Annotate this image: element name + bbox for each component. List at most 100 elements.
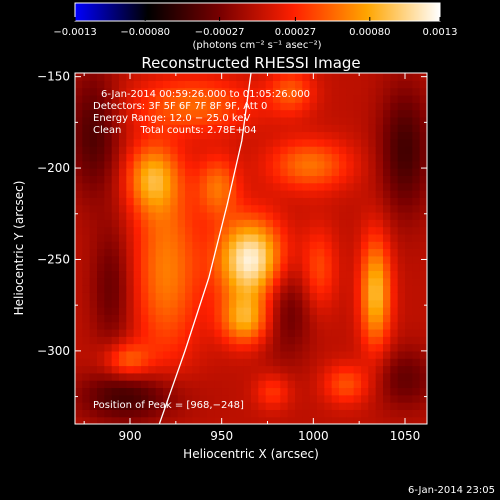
heatmap-cell xyxy=(258,270,267,279)
heatmap-cell xyxy=(265,138,274,147)
heatmap-cell xyxy=(207,416,215,424)
heatmap-cell xyxy=(368,314,377,323)
heatmap-cell xyxy=(368,358,377,367)
heatmap-cell xyxy=(82,241,91,250)
heatmap-cell xyxy=(236,131,245,140)
heatmap-cell xyxy=(97,233,105,242)
heatmap-cell xyxy=(361,255,369,264)
heatmap-cell xyxy=(339,277,347,286)
heatmap-cell xyxy=(126,87,135,96)
heatmap-cell xyxy=(104,138,113,147)
heatmap-cell xyxy=(133,314,142,323)
heatmap-cell xyxy=(295,226,303,235)
heatmap-cell xyxy=(133,241,142,250)
heatmap-cell xyxy=(111,343,120,352)
heatmap-cell xyxy=(111,211,120,220)
heatmap-cell xyxy=(155,299,164,308)
heatmap-cell xyxy=(229,343,237,352)
heatmap-cell xyxy=(273,307,281,315)
heatmap-cell xyxy=(155,321,164,330)
heatmap-cell xyxy=(383,394,391,403)
heatmap-cell xyxy=(324,124,333,133)
heatmap-cell xyxy=(383,241,391,250)
heatmap-cell xyxy=(221,372,230,381)
heatmap-cell xyxy=(346,116,355,125)
heatmap-cell xyxy=(185,343,193,352)
heatmap-cell xyxy=(317,124,325,133)
heatmap-cell xyxy=(236,138,245,147)
heatmap-cell xyxy=(75,277,83,286)
heatmap-cell xyxy=(104,263,113,272)
heatmap-cell xyxy=(155,358,164,367)
heatmap-cell xyxy=(287,197,296,206)
heatmap-cell xyxy=(251,87,259,96)
heatmap-cell xyxy=(302,241,311,250)
heatmap-cell xyxy=(148,255,157,264)
heatmap-cell xyxy=(119,307,127,315)
heatmap-cell xyxy=(207,116,215,125)
heatmap-cell xyxy=(82,270,91,279)
heatmap-cell xyxy=(141,321,149,330)
heatmap-cell xyxy=(97,146,105,155)
heatmap-cell xyxy=(170,197,179,206)
heatmap-cell xyxy=(273,102,281,111)
heatmap-cell xyxy=(317,182,325,191)
heatmap-cell xyxy=(141,350,149,359)
heatmap-cell xyxy=(170,233,179,242)
heatmap-cell xyxy=(229,402,237,410)
heatmap-cell xyxy=(221,321,230,330)
heatmap-cell xyxy=(361,197,369,206)
heatmap-cell xyxy=(339,219,347,228)
heatmap-cell xyxy=(236,124,245,133)
heatmap-cell xyxy=(185,270,193,279)
heatmap-cell xyxy=(324,314,333,323)
heatmap-cell xyxy=(368,350,377,359)
heatmap-cell xyxy=(104,168,113,176)
heatmap-cell xyxy=(339,190,347,198)
heatmap-cell xyxy=(302,372,311,381)
heatmap-cell xyxy=(163,124,171,133)
heatmap-cell xyxy=(104,321,113,330)
heatmap-cell xyxy=(309,124,318,133)
heatmap-cell xyxy=(265,219,274,228)
heatmap-cell xyxy=(375,175,384,184)
heatmap-cell xyxy=(141,365,149,374)
heatmap-cell xyxy=(353,299,362,308)
heatmap-cell xyxy=(339,350,347,359)
heatmap-cell xyxy=(302,160,311,169)
heatmap-cell xyxy=(324,241,333,250)
heatmap-cell xyxy=(177,124,186,133)
heatmap-cell xyxy=(331,73,340,81)
heatmap-cell xyxy=(375,343,384,352)
heatmap-cell xyxy=(155,109,164,118)
peak-position-label: Position of Peak = [968,−248] xyxy=(93,400,244,411)
heatmap-cell xyxy=(163,160,171,169)
heatmap-cell xyxy=(265,73,274,81)
heatmap-cell xyxy=(273,365,281,374)
heatmap-cell xyxy=(229,116,237,125)
heatmap-cell xyxy=(155,409,164,418)
heatmap-cell xyxy=(405,416,413,424)
heatmap-cell xyxy=(346,416,355,424)
heatmap-cell xyxy=(419,270,427,279)
heatmap-cell xyxy=(287,321,296,330)
heatmap-cell xyxy=(397,307,406,315)
heatmap-cell xyxy=(97,131,105,140)
heatmap-cell xyxy=(133,248,142,257)
heatmap-cell xyxy=(361,314,369,323)
x-tick-label: 1050 xyxy=(390,429,421,443)
heatmap-cell xyxy=(368,182,377,191)
heatmap-cell xyxy=(192,233,201,242)
heatmap-cell xyxy=(295,270,303,279)
heatmap-cell xyxy=(405,124,413,133)
heatmap-cell xyxy=(214,270,223,279)
heatmap-cell xyxy=(82,409,91,418)
heatmap-cell xyxy=(75,190,83,198)
heatmap-cell xyxy=(346,94,355,103)
heatmap-cell xyxy=(331,402,340,410)
heatmap-cell xyxy=(141,409,149,418)
heatmap-cell xyxy=(82,153,91,162)
heatmap-cell xyxy=(383,87,391,96)
heatmap-cell xyxy=(280,321,289,330)
heatmap-cell xyxy=(280,175,289,184)
